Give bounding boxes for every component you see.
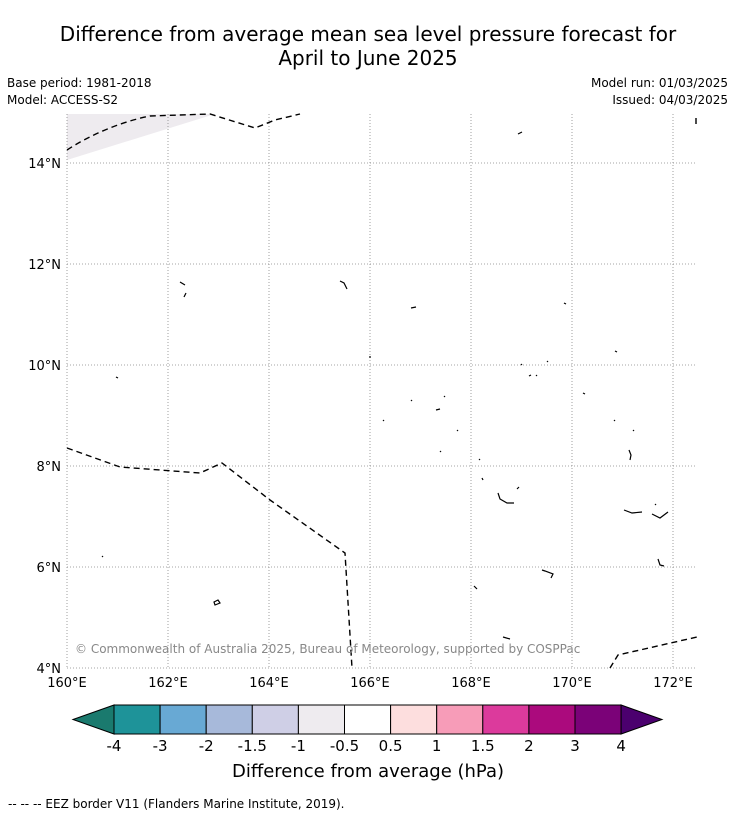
map-title-line1: Difference from average mean sea level p… [59, 22, 677, 46]
colorbar-segment [344, 704, 392, 735]
longitude-tick-label: 166°E [350, 676, 390, 691]
colorbar-tick-label: -4 [107, 737, 122, 755]
graticule [66, 114, 697, 669]
longitude-tick-label: 164°E [249, 676, 289, 691]
island [339, 280, 348, 290]
colorbar-tick-label: -1 [291, 737, 306, 755]
islands [101, 131, 669, 640]
colorbar-segment [390, 704, 438, 735]
island [628, 449, 632, 461]
latitude-tick-label: 6°N [37, 561, 62, 576]
island [657, 558, 665, 567]
map-title-line2: April to June 2025 [278, 46, 458, 70]
island [541, 569, 554, 579]
eez-legend-note: -- -- -- EEZ border V11 (Flanders Marine… [8, 797, 345, 811]
colorbar-extend-low [71, 704, 115, 735]
colorbar-tick-label: -3 [153, 737, 168, 755]
latitude-tick-label: 10°N [28, 359, 61, 374]
colorbar-segment [159, 704, 207, 735]
island [563, 302, 567, 305]
colorbar-segment [297, 704, 345, 735]
colorbar [71, 704, 664, 735]
island [473, 585, 478, 590]
colorbar-tick-label: 1.5 [471, 737, 495, 755]
map-frame [67, 114, 697, 668]
latitude-tick-label: 4°N [37, 662, 62, 677]
island [517, 131, 523, 135]
island [410, 392, 586, 402]
island [382, 408, 616, 422]
colorbar-segment [251, 704, 299, 735]
colorbar-segment [482, 704, 530, 735]
latitude-tick-label: 14°N [28, 157, 61, 172]
longitude-tick-label: 168°E [451, 676, 491, 691]
issued-label: Issued: 04/03/2025 [612, 93, 728, 107]
island [614, 350, 618, 353]
island [623, 509, 669, 519]
colorbar-tick-label: 4 [616, 737, 626, 755]
colorbar-tick-label: -0.5 [330, 737, 359, 755]
eez-border-south-east [609, 636, 698, 669]
latitude-tick-label: 12°N [28, 258, 61, 273]
colorbar-tick-label: -1.5 [238, 737, 267, 755]
island [213, 599, 221, 606]
longitude-tick-label: 160°E [47, 676, 87, 691]
island [497, 486, 520, 504]
pressure-anomaly-region [67, 114, 215, 160]
island [179, 281, 187, 298]
colorbar-segment [113, 704, 161, 735]
eez-border-central [66, 447, 353, 669]
model-run-label: Model run: 01/03/2025 [590, 76, 728, 90]
eez-borders [66, 113, 698, 669]
colorbar-tick-label: 0.5 [379, 737, 403, 755]
island [520, 360, 549, 377]
colorbar-segment [574, 704, 622, 735]
colorbar-segment [528, 704, 576, 735]
colorbar-tick-label: 2 [524, 737, 534, 755]
model-label: Model: ACCESS-S2 [7, 93, 119, 107]
base-period-label: Base period: 1981-2018 [7, 76, 152, 90]
island [502, 636, 511, 640]
colorbar-tick-labels: -4 -3 -2 -1.5 -1 -0.5 0.5 1 1.5 2 3 4 [107, 737, 626, 755]
colorbar-tick-label: -2 [199, 737, 214, 755]
island [439, 429, 635, 453]
longitude-tick-label: 162°E [148, 676, 188, 691]
island [410, 306, 417, 309]
copyright-notice: © Commonwealth of Australia 2025, Bureau… [75, 642, 580, 656]
colorbar-tick-label: 1 [432, 737, 442, 755]
island [101, 503, 657, 558]
latitude-tick-label: 8°N [37, 460, 62, 475]
island [478, 458, 484, 481]
longitude-tick-label: 172°E [653, 676, 693, 691]
colorbar-segment [205, 704, 253, 735]
colorbar-title: Difference from average (hPa) [231, 761, 505, 782]
colorbar-tick-label: 3 [570, 737, 580, 755]
island [115, 376, 119, 379]
longitude-tick-label: 170°E [552, 676, 592, 691]
map-panel: © Commonwealth of Australia 2025, Bureau… [66, 113, 698, 669]
longitude-labels: 160°E 162°E 164°E 166°E 168°E 170°E 172°E [47, 676, 693, 691]
latitude-labels: 14°N 12°N 10°N 8°N 6°N 4°N [28, 157, 61, 677]
colorbar-extend-high [620, 704, 664, 735]
eez-border-north [66, 113, 301, 151]
colorbar-segment [436, 704, 484, 735]
